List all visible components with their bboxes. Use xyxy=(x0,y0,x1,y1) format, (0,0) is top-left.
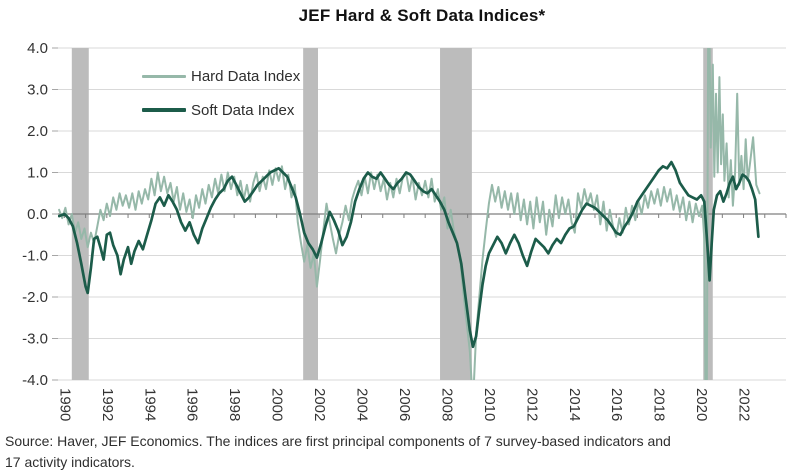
x-tick-label: 2010 xyxy=(481,388,498,421)
source-note-line1: Source: Haver, JEF Economics. The indice… xyxy=(5,433,671,449)
x-tick-label: 2004 xyxy=(354,388,371,421)
x-tick-label: 1998 xyxy=(226,388,243,421)
soft-data-line-swatch xyxy=(142,108,186,112)
y-tick-label: 2.0 xyxy=(27,123,48,140)
y-tick-label: 3.0 xyxy=(27,82,48,99)
y-tick-label: 1.0 xyxy=(27,165,48,182)
source-note-line2: 17 activity indicators. xyxy=(5,454,135,470)
hard-data-line-swatch xyxy=(142,74,186,78)
x-tick-label: 2012 xyxy=(523,388,540,421)
chart-title: JEF Hard & Soft Data Indices* xyxy=(298,6,546,25)
x-tick-label: 2006 xyxy=(396,388,413,421)
x-tick-label: 2008 xyxy=(438,388,455,421)
x-tick-label: 2020 xyxy=(693,388,710,421)
chart-legend: Hard Data Index Soft Data Index xyxy=(142,66,300,134)
x-tick-label: 2022 xyxy=(736,388,753,421)
x-tick-label: 2002 xyxy=(311,388,328,421)
x-tick-label: 2018 xyxy=(651,388,668,421)
source-note: Source: Haver, JEF Economics. The indice… xyxy=(5,431,671,473)
hard-data-line xyxy=(58,48,761,380)
y-tick-label: -3.0 xyxy=(22,331,48,348)
legend-item-hard-data: Hard Data Index xyxy=(142,66,300,86)
legend-label-hard-data: Hard Data Index xyxy=(191,67,301,85)
x-tick-label: 2016 xyxy=(608,388,625,421)
soft-data-line xyxy=(58,160,760,349)
y-tick-label: -2.0 xyxy=(22,289,48,306)
y-axis: 4.0 3.0 2.0 1.0 0.0 -1.0 -2.0 -3.0 -4.0 xyxy=(22,40,58,389)
y-tick-label: 0.0 xyxy=(27,206,48,223)
x-tick-label: 1996 xyxy=(184,388,201,421)
gridlines xyxy=(58,47,786,381)
y-tick-label: 4.0 xyxy=(27,40,48,57)
x-tick-label: 2000 xyxy=(269,388,286,421)
x-axis: 1990 1992 1994 1996 1998 2000 2002 2004 2006 2008… xyxy=(56,388,752,421)
x-tick-label: 2014 xyxy=(566,388,583,421)
y-tick-label: -1.0 xyxy=(22,248,48,265)
x-tick-label: 1994 xyxy=(141,388,158,421)
y-tick-label: -4.0 xyxy=(22,372,48,389)
zero-axis xyxy=(58,213,787,218)
legend-item-soft-data: Soft Data Index xyxy=(142,100,300,120)
series-lines xyxy=(58,48,761,380)
x-tick-label: 1990 xyxy=(56,388,73,421)
legend-label-soft-data: Soft Data Index xyxy=(191,101,295,119)
x-tick-label: 1992 xyxy=(99,388,116,421)
